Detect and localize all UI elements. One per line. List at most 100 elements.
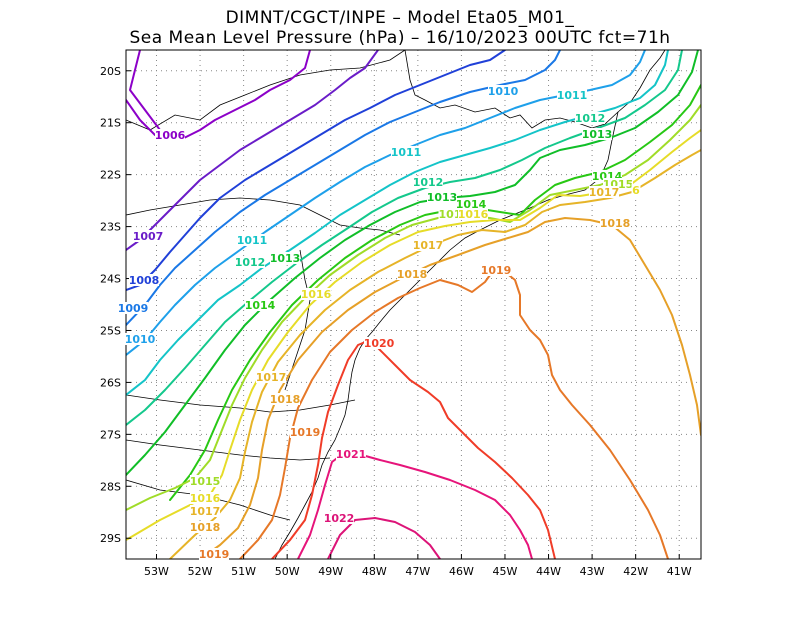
x-tick-label: 51W [231, 565, 256, 578]
y-tick-label: 29S [100, 532, 121, 545]
contour-label-1010: 1010 [125, 333, 156, 346]
isobar-1010 [126, 50, 646, 356]
contour-label-bg [118, 302, 148, 314]
contour-label-1019: 1019 [290, 426, 321, 439]
contour-label-bg [190, 521, 220, 533]
x-tick-label: 50W [275, 565, 300, 578]
contour-label-bg [190, 475, 220, 487]
isobar-1006 [129, 50, 311, 141]
contour-label-bg [557, 89, 587, 101]
x-tick-label: 44W [536, 565, 561, 578]
contour-label-bg [600, 217, 630, 229]
y-tick-label: 25S [100, 324, 121, 337]
contour-label-1015: 1015 [190, 475, 221, 488]
isobar-1006 [126, 99, 156, 136]
contour-label-bg [133, 230, 163, 242]
y-tick-label: 20S [100, 65, 121, 78]
contour-label-1017: 1017 [256, 371, 287, 384]
contour-label-1006: 1006 [155, 129, 186, 142]
contour-label-1019: 1019 [199, 548, 230, 561]
contour-label-bg [336, 448, 366, 460]
contour-label-1012: 1012 [575, 112, 606, 125]
contour-label-1008: 1008 [129, 274, 160, 287]
contour-label-1011: 1011 [237, 234, 268, 247]
contour-label-1016: 1016 [458, 208, 489, 221]
contour-label-bg [413, 176, 443, 188]
contour-label-bg [301, 288, 331, 300]
contour-label-bg [290, 426, 320, 438]
contour-label-bg [245, 299, 275, 311]
isobar-1008 [126, 50, 506, 291]
contour-label-bg [575, 112, 605, 124]
y-tick-label: 21S [100, 117, 121, 130]
isobar-1009 [126, 50, 561, 326]
contour-label-1015: 101 [439, 208, 462, 221]
x-tick-label: 49W [318, 565, 343, 578]
state-border [126, 50, 406, 131]
contour-label-1020: 1020 [364, 337, 395, 350]
contour-label-1011: 1011 [557, 89, 588, 102]
y-tick-label: 22S [100, 169, 121, 182]
contour-label-bg [256, 371, 286, 383]
contour-label-1021: 1021 [336, 448, 367, 461]
contour-label-bg [270, 393, 300, 405]
contour-label-bg [589, 186, 619, 198]
state-border [126, 394, 356, 413]
contour-label-bg [391, 146, 421, 158]
contour-label-bg [125, 333, 155, 345]
isobar-1012 [126, 50, 683, 426]
contour-label-bg [199, 548, 229, 560]
contour-label-bg [438, 208, 462, 220]
contour-label-bg [481, 264, 511, 276]
contour-labels: 1006 1007 1008 1009 1010 1010 1011 1011 1011 1012… [118, 85, 641, 561]
contour-label-bg [324, 512, 354, 524]
x-tick-label: 46W [449, 565, 474, 578]
contour-label-bg [456, 198, 486, 210]
contour-label-bg [235, 256, 265, 268]
x-tick-label: 45W [493, 565, 518, 578]
state-border [126, 439, 331, 461]
contour-label-1017: 1017 [190, 505, 221, 518]
contour-label-1017: 1017 [589, 186, 620, 199]
x-tick-label: 52W [188, 565, 213, 578]
coastline [274, 111, 619, 559]
contour-label-1011: 1011 [391, 146, 422, 159]
contour-label-bg [190, 505, 220, 517]
y-tick-label: 24S [100, 273, 121, 286]
contour-label-1014: 1014 [245, 299, 276, 312]
isobar-1022 [327, 517, 441, 559]
isobar-1020 [271, 339, 556, 559]
contour-label-1018: 1018 [397, 268, 428, 281]
contour-label-1016: 6 [632, 184, 640, 197]
contour-label-1018: 1018 [190, 521, 221, 534]
contour-label-1017: 1017 [413, 239, 444, 252]
y-tick-label: 23S [100, 221, 121, 234]
contour-label-1012: 1012 [235, 256, 266, 269]
contour-label-1016: 1016 [190, 492, 221, 505]
isobar-1011 [126, 50, 669, 396]
chart-title-line1: DIMNT/CGCT/INPE – Model Eta05_M01_ [225, 8, 575, 28]
contour-label-bg [237, 234, 267, 246]
contour-label-bg [129, 274, 159, 286]
contour-label-1022: 1022 [324, 512, 355, 525]
contour-label-bg [190, 492, 220, 504]
contour-label-bg [582, 128, 612, 140]
contour-label-1018: 1018 [600, 217, 631, 230]
contour-label-bg [364, 337, 394, 349]
contour-label-1010: 1010 [488, 85, 519, 98]
x-tick-label: 47W [405, 565, 430, 578]
contour-label-bg [270, 252, 300, 264]
isobar-1014 [169, 84, 701, 501]
contour-label-1018: 1018 [270, 393, 301, 406]
contour-label-bg [631, 184, 641, 196]
contour-label-1013: 1013 [582, 128, 613, 141]
contour-label-bg [155, 129, 185, 141]
state-border [284, 249, 311, 391]
contour-label-1016: 1016 [301, 288, 332, 301]
contour-label-1009: 1009 [118, 302, 149, 315]
contour-label-bg [413, 239, 443, 251]
contour-label-bg [488, 85, 518, 97]
isobar-1018 [199, 217, 701, 559]
contour-label-bg [458, 208, 488, 220]
